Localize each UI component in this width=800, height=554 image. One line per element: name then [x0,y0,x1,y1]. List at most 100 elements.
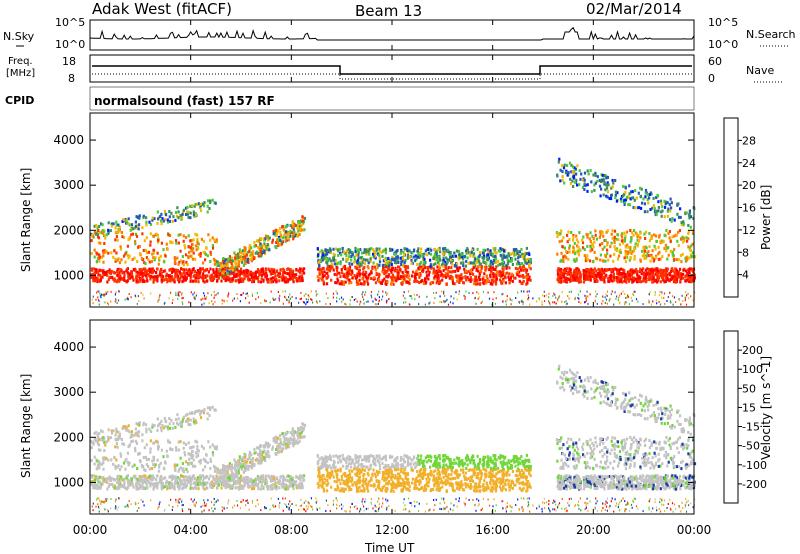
radar-cell [155,232,158,236]
radar-cell [234,279,237,283]
radar-cell [442,264,445,268]
radar-cell [505,303,507,306]
radar-cell [628,270,631,274]
radar-cell [474,264,477,268]
radar-cell [350,258,353,262]
radar-cell [284,290,286,293]
radar-cell [495,273,498,277]
radar-cell [201,272,205,276]
radar-cell [522,303,524,306]
radar-cell [211,236,214,240]
radar-cell [151,466,154,470]
radar-cell [164,254,167,258]
radar-cell [168,215,171,219]
radar-cell [173,260,176,264]
radar-cell [561,175,564,178]
radar-cell [363,282,366,286]
radar-cell [246,277,250,281]
radar-cell [437,276,440,280]
radar-cell [357,256,360,260]
radar-cell [590,272,593,276]
radar-cell [417,252,420,255]
radar-cell [606,252,609,256]
radar-cell [456,276,459,280]
radar-cell [687,292,689,295]
radar-cell [153,217,156,221]
radar-cell [189,481,192,485]
radar-cell [616,257,620,261]
radar-cell [215,293,217,296]
radar-cell [351,276,354,280]
radar-cell [598,184,602,188]
radar-cell [330,278,333,282]
radar-cell [688,271,691,275]
radar-cell [193,296,195,299]
radar-cell [394,302,396,305]
radar-cell [559,168,562,172]
radar-cell [489,249,492,253]
radar-cell [283,476,286,479]
radar-cell [420,247,423,251]
radar-cell [634,242,637,246]
radar-cell [378,247,381,251]
radar-cell [388,264,391,268]
radar-cell [160,419,163,423]
radar-cell [390,275,393,279]
radar-cell [561,178,564,182]
radar-cell [647,268,650,271]
radar-cell [265,277,268,281]
radar-cell [403,261,406,265]
radar-cell [335,266,338,269]
radar-cell [93,455,96,459]
radar-cell [575,258,578,262]
radar-cell [282,277,285,281]
radar-cell [497,259,500,263]
radar-cell [446,248,449,252]
radar-cell [276,480,279,484]
radar-cell [262,237,265,241]
radar-cell [115,270,119,274]
radar-cell [647,254,650,258]
radar-cell [510,259,514,263]
radar-cell [98,432,101,435]
radar-cell [628,192,631,196]
radar-cell [678,229,681,233]
radar-cell [446,260,449,264]
radar-cell [689,275,692,279]
radar-cell [566,302,568,305]
radar-cell [661,292,663,295]
radar-cell [682,268,685,272]
radar-cell [487,256,490,260]
radar-cell [616,191,619,195]
radar-cell [622,272,626,276]
radar-cell [156,486,159,490]
radar-cell [465,290,467,293]
radar-cell [662,278,665,282]
radar-cell [630,277,633,281]
radar-cell [301,219,305,223]
radar-cell [643,272,646,276]
radar-cell [169,474,172,478]
radar-cell [287,299,289,302]
radar-cell [285,296,287,299]
radar-cell [424,303,426,306]
radar-cell [559,276,562,280]
radar-cell [335,290,337,293]
radar-cell [102,254,105,258]
radar-cell [183,451,186,454]
radar-cell [645,246,648,250]
radar-cell [596,279,599,283]
radar-cell [683,239,686,243]
radar-cell [151,271,154,275]
radar-cell [625,196,628,200]
radar-cell [528,261,531,265]
radar-cell [191,270,194,274]
radar-cell [690,280,693,284]
radar-cell [215,270,218,274]
radar-cell [691,277,695,281]
radar-cell [639,276,642,280]
radar-cell [112,255,115,259]
radar-cell [422,263,425,267]
radar-cell [630,251,633,255]
